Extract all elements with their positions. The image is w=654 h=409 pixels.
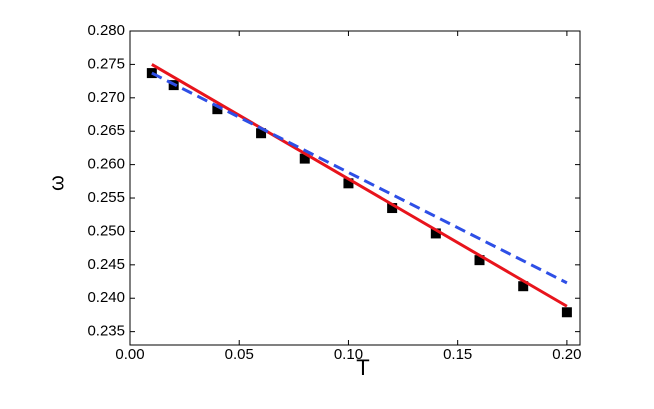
data-point [518, 281, 529, 292]
x-axis-label: T [356, 355, 369, 380]
y-tick-label: 0.245 [87, 256, 125, 273]
data-point [256, 128, 267, 139]
data-point [474, 255, 485, 266]
plot-frame [129, 30, 581, 346]
y-tick-label: 0.235 [87, 323, 125, 340]
x-tick-label: 0.05 [225, 346, 254, 363]
data-point [387, 203, 398, 214]
data-point [561, 307, 572, 318]
data-point [343, 178, 354, 189]
y-tick-label: 0.255 [87, 189, 125, 206]
data-point [299, 153, 310, 164]
x-tick-label: 0.15 [443, 346, 472, 363]
data-point [430, 228, 441, 239]
y-tick-label: 0.275 [87, 55, 125, 72]
y-tick-label: 0.260 [87, 156, 125, 173]
x-tick-label: 0.10 [334, 346, 363, 363]
x-tick-label: 0.00 [115, 346, 144, 363]
y-tick-label: 0.280 [87, 22, 125, 39]
y-tick-label: 0.250 [87, 222, 125, 239]
data-point [212, 104, 223, 115]
y-tick-label: 0.240 [87, 289, 125, 306]
y-axis-label: ω [46, 175, 68, 191]
fit-line [151, 71, 568, 285]
y-tick-label: 0.265 [87, 122, 125, 139]
fit-line [151, 63, 568, 308]
y-tick-label: 0.270 [87, 89, 125, 106]
x-tick-label: 0.20 [552, 346, 581, 363]
